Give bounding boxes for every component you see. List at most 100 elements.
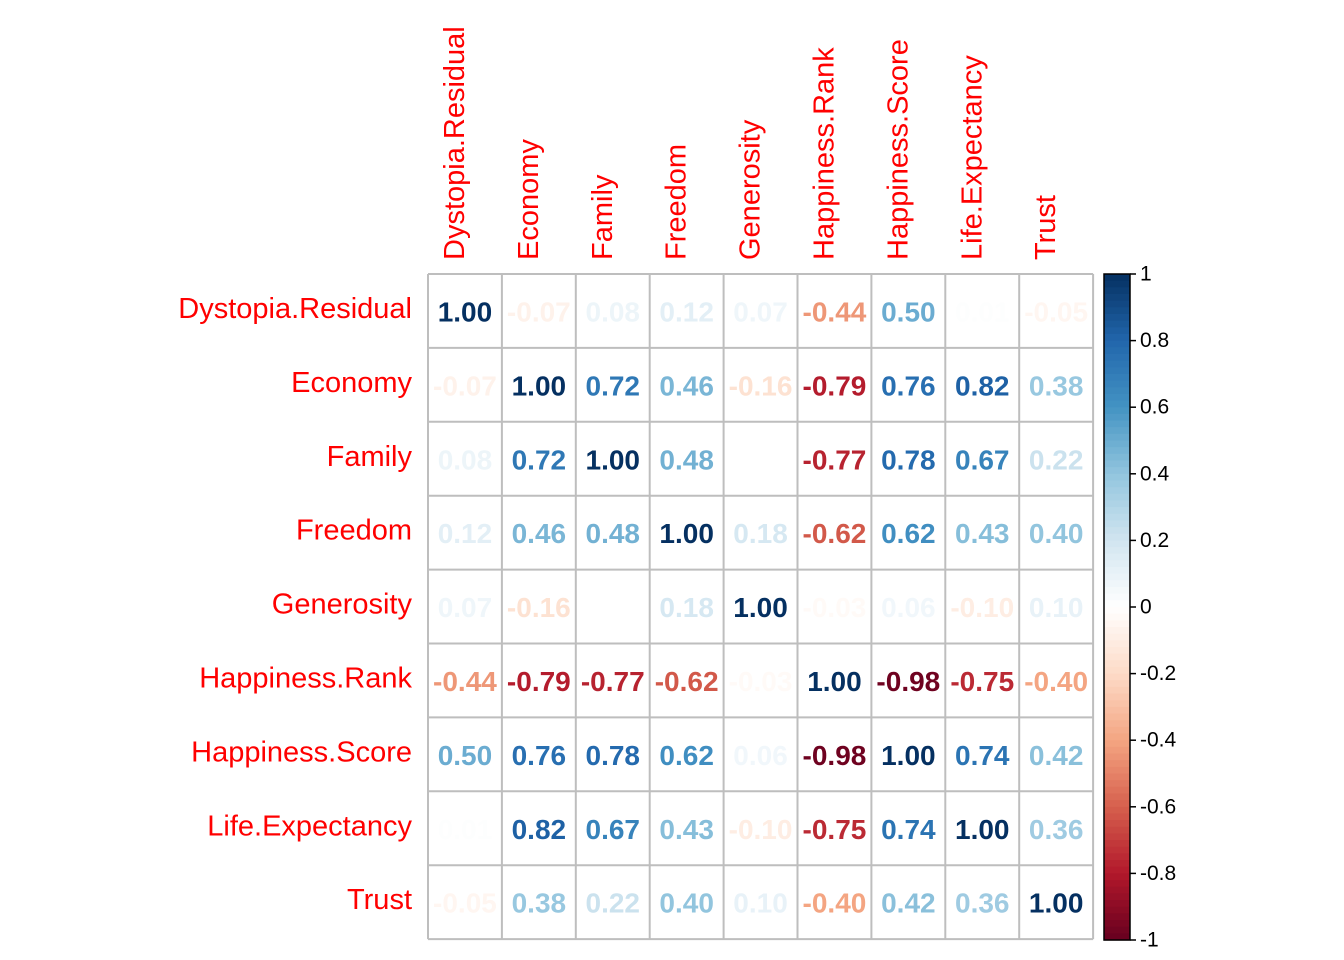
cell-value: -0.16: [507, 592, 571, 623]
colorbar-tick-label: 0.6: [1140, 396, 1169, 419]
cell-value: 0.74: [955, 740, 1010, 771]
column-label: Generosity: [735, 119, 767, 260]
cell-value: 0.10: [1029, 592, 1084, 623]
colorbar-segment: [1104, 587, 1130, 595]
cell-value: -0.98: [803, 740, 867, 771]
colorbar-segment: [1104, 274, 1130, 282]
colorbar-tick-label: -0.4: [1140, 729, 1177, 752]
colorbar-segment: [1104, 726, 1130, 735]
column-label: Trust: [1030, 195, 1062, 260]
cell-value: 0.78: [586, 740, 641, 771]
cell-value: -0.79: [803, 370, 867, 401]
colorbar-segment: [1104, 487, 1130, 495]
colorbar-segment: [1104, 920, 1130, 928]
colorbar-segment: [1104, 900, 1130, 908]
cell-value: 0.42: [881, 888, 936, 919]
colorbar-segment: [1104, 367, 1130, 375]
cell-value: 0.67: [586, 814, 641, 845]
colorbar-segment: [1104, 320, 1130, 328]
colorbar-segment: [1104, 833, 1130, 841]
colorbar-segment: [1104, 280, 1130, 288]
cell-value: 0.48: [586, 518, 641, 549]
colorbar-segment: [1104, 447, 1130, 455]
cell-value: -0.03: [803, 592, 867, 623]
colorbar-segment: [1104, 653, 1130, 661]
colorbar-segment: [1104, 646, 1130, 655]
colorbar-segment: [1104, 666, 1130, 675]
cell-value: -0.07: [433, 370, 497, 401]
colorbar-segment: [1104, 293, 1130, 302]
cell-value: 0.01: [955, 296, 1010, 327]
cell-value: 0.50: [438, 740, 493, 771]
cell-value: 0.40: [1029, 518, 1084, 549]
colorbar-segment: [1104, 453, 1130, 462]
colorbar-segment: [1104, 313, 1130, 322]
cell-value: 0.62: [881, 518, 936, 549]
colorbar-segment: [1104, 547, 1130, 555]
colorbar-segment: [1104, 380, 1130, 388]
colorbar-segment: [1104, 760, 1130, 768]
cell-value: 0.07: [438, 592, 493, 623]
colorbar-segment: [1104, 673, 1130, 681]
colorbar-segment: [1104, 753, 1130, 761]
cell-value: 0.36: [1029, 814, 1084, 845]
cell-value: 1.00: [807, 666, 862, 697]
colorbar-segment: [1104, 686, 1130, 695]
colorbar-segment: [1104, 620, 1130, 628]
cell-value: -0.44: [433, 666, 497, 697]
row-labels: Dystopia.Residual Economy Family Freedom Gen…: [178, 293, 412, 916]
cell-value: 1.00: [733, 592, 788, 623]
colorbar-tick-label: 0.2: [1140, 529, 1169, 552]
colorbar-segment: [1104, 500, 1130, 508]
colorbar-segment: [1104, 287, 1130, 295]
colorbar-tick-label: -1: [1140, 929, 1159, 952]
colorbar-tick-label: 0.8: [1140, 329, 1169, 352]
cell-value: 1.00: [512, 370, 567, 401]
cell-value: 0.72: [586, 370, 641, 401]
colorbar-segment: [1104, 873, 1130, 881]
colorbar-segment: [1104, 533, 1130, 541]
cell-value: 0.18: [659, 592, 714, 623]
cell-value: 0.67: [955, 444, 1010, 475]
cell-value: -0.10: [729, 814, 793, 845]
cell-value: 0.08: [438, 444, 493, 475]
colorbar-segment: [1104, 573, 1130, 581]
colorbar-segment: [1104, 880, 1130, 888]
cell-value: 0.62: [659, 740, 714, 771]
cell-value: 0.74: [881, 814, 936, 845]
cell-value: 1.00: [659, 518, 714, 549]
colorbar-segment: [1104, 353, 1130, 362]
colorbar-segment: [1104, 420, 1130, 428]
column-label: Life.Expectancy: [956, 55, 988, 260]
colorbar-tick-label: -0.8: [1140, 862, 1176, 885]
colorbar-segment: [1104, 746, 1130, 755]
colorbar-segment: [1104, 300, 1130, 308]
colorbar-segment: [1104, 853, 1130, 861]
colorbar-segment: [1104, 387, 1130, 395]
colorbar-segment: [1104, 913, 1130, 921]
cell-value: 1.00: [586, 444, 641, 475]
cell-value: -0.40: [803, 888, 867, 919]
column-label: Family: [587, 174, 619, 260]
colorbar-segment: [1104, 720, 1130, 728]
colorbar-segment: [1104, 480, 1130, 488]
row-label: Life.Expectancy: [207, 810, 412, 842]
cell-value: 0.08: [586, 296, 641, 327]
cell-value: 0.18: [733, 518, 788, 549]
cell-value: 0.42: [1029, 740, 1084, 771]
cell-value: 1.00: [1029, 888, 1084, 919]
colorbar-segment: [1104, 700, 1130, 708]
cell-values: 1.00 -0.07 0.08 0.12 0.07 -0.44 0.50 0.01 -0.05 -…: [433, 296, 1088, 918]
cell-value: 0.43: [659, 814, 714, 845]
colorbar-segment: [1104, 906, 1130, 914]
colorbar-segment: [1104, 560, 1130, 568]
colorbar-tick-label: 0.4: [1140, 462, 1170, 485]
cell-value: -0.79: [507, 666, 571, 697]
colorbar-tick-label: -0.2: [1140, 662, 1176, 685]
column-label: Freedom: [661, 144, 693, 260]
colorbar-segment: [1104, 433, 1130, 442]
cell-value: -0.77: [803, 444, 867, 475]
cell-value: 0.78: [881, 444, 936, 475]
colorbar-segment: [1104, 846, 1130, 855]
cell-value: -0.10: [950, 592, 1014, 623]
